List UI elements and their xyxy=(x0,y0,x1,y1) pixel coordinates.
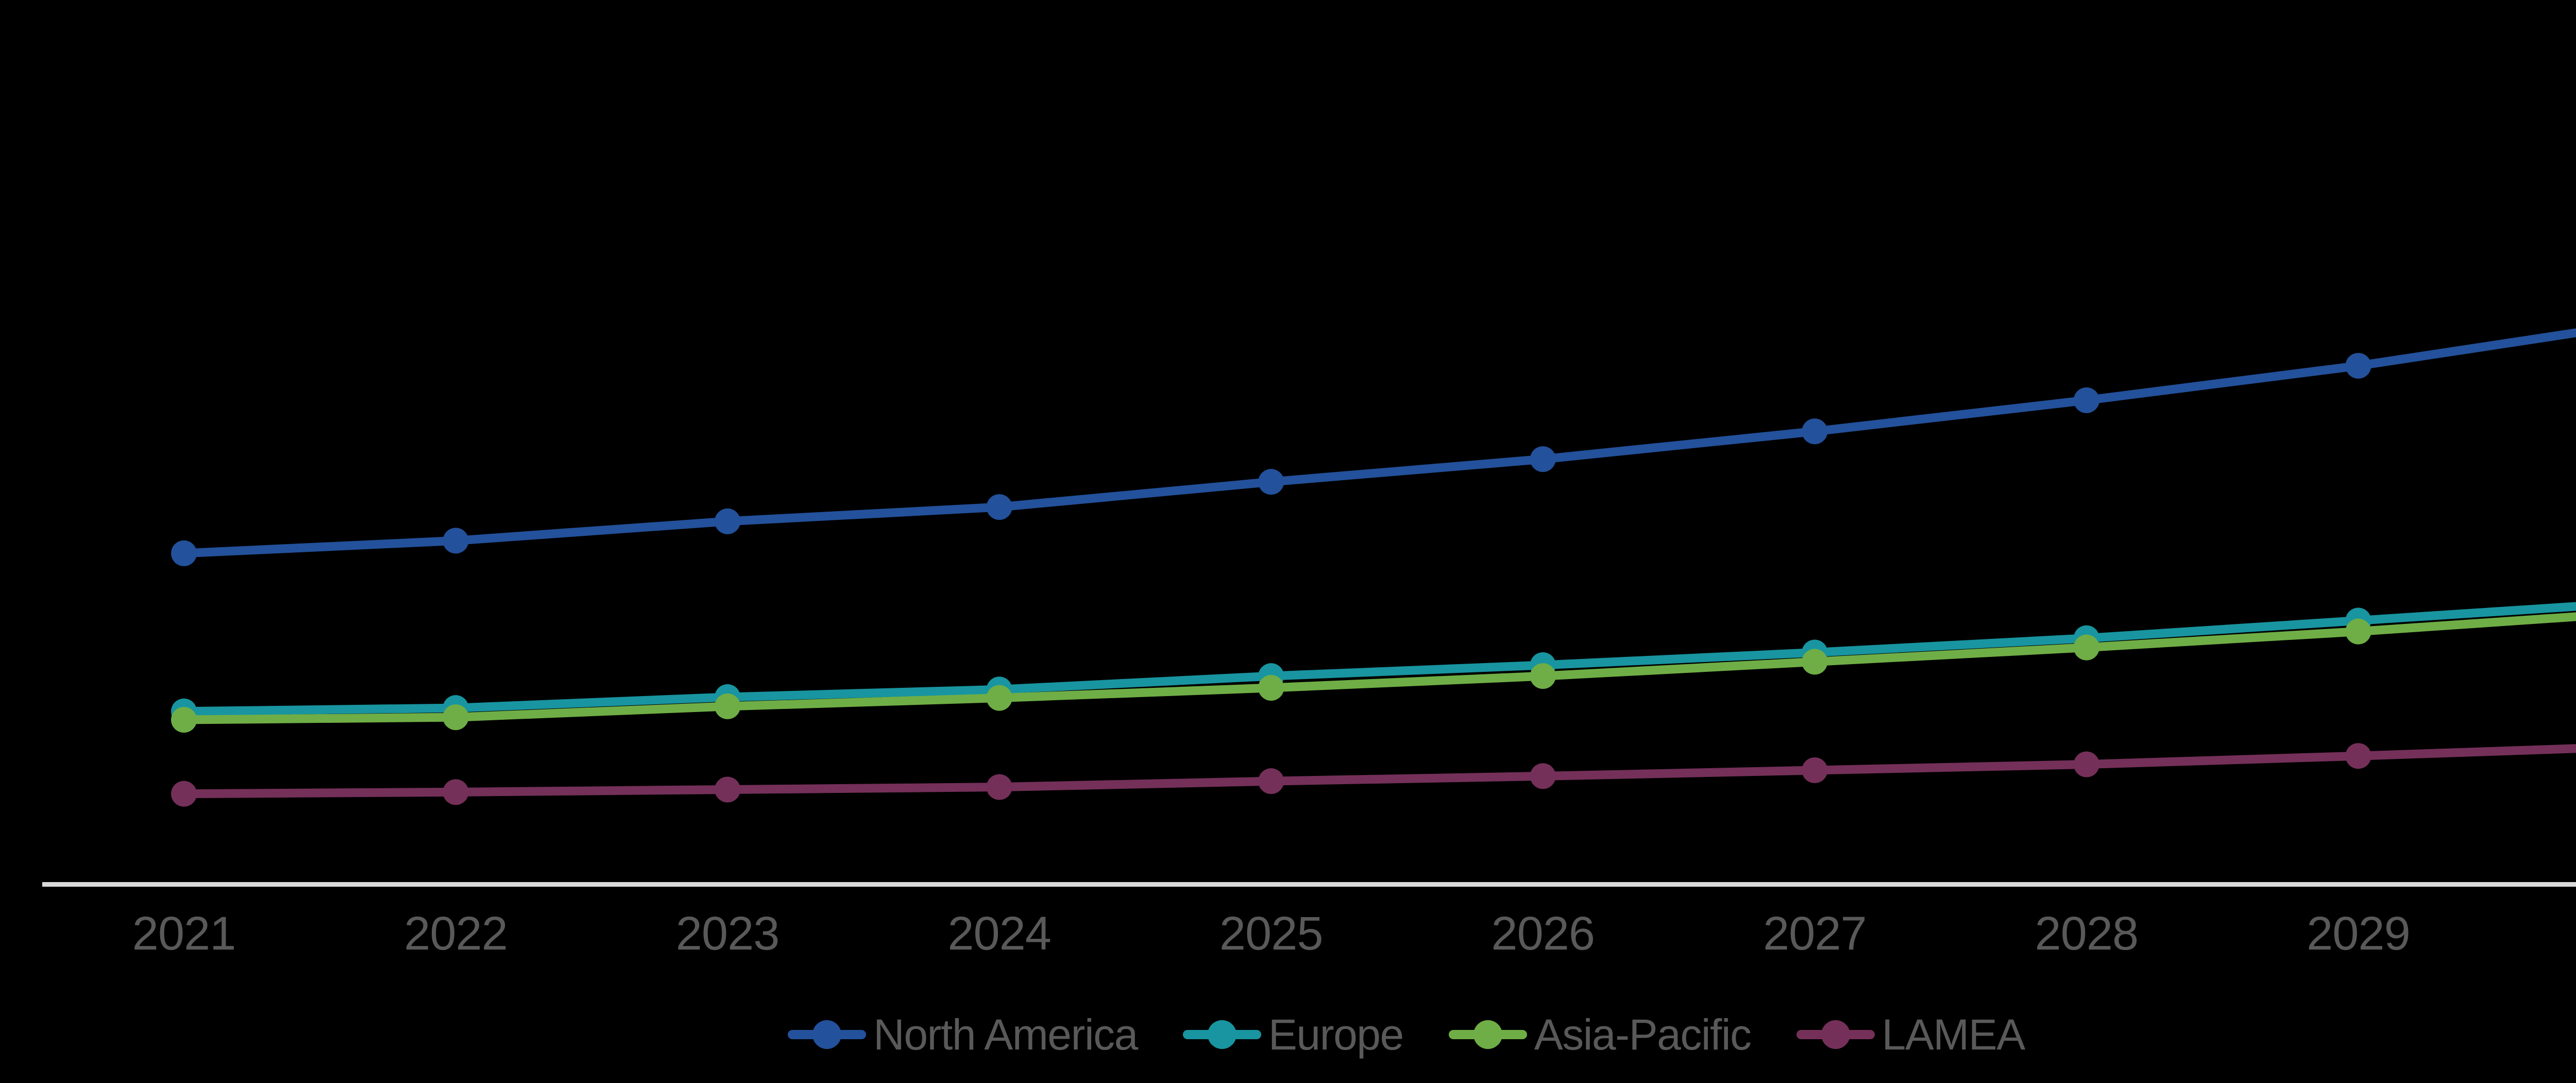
data-point-marker[interactable] xyxy=(1258,469,1284,495)
data-point-marker[interactable] xyxy=(2345,352,2371,379)
series-line xyxy=(179,602,2576,716)
series-line xyxy=(179,744,2576,799)
data-point-marker[interactable] xyxy=(2073,751,2099,777)
x-tick-label-2024: 2024 xyxy=(947,907,1052,960)
x-tick-label-2028: 2028 xyxy=(2035,907,2139,960)
x-tick-label-2027: 2027 xyxy=(1762,907,1867,960)
legend-dot xyxy=(1821,1020,1850,1049)
data-point-marker[interactable] xyxy=(443,528,469,554)
legend-marker-icon xyxy=(788,1017,867,1053)
legend-label: North America xyxy=(873,1010,1138,1059)
legend-label: Asia-Pacific xyxy=(1534,1010,1752,1059)
data-point-marker[interactable] xyxy=(1530,446,1556,472)
data-point-marker[interactable] xyxy=(443,704,469,731)
legend-label: LAMEA xyxy=(1882,1010,2026,1059)
data-point-marker[interactable] xyxy=(2073,387,2099,413)
data-point-marker[interactable] xyxy=(2073,634,2099,661)
legend-dot xyxy=(1207,1020,1236,1049)
x-axis-line xyxy=(42,882,2576,887)
x-tick-label-2022: 2022 xyxy=(404,907,508,960)
legend-label: Europe xyxy=(1268,1010,1404,1059)
legend-marker-icon xyxy=(1448,1017,1527,1053)
data-point-marker[interactable] xyxy=(715,508,741,534)
data-point-marker[interactable] xyxy=(171,707,197,733)
data-point-marker[interactable] xyxy=(1530,663,1556,689)
data-point-marker[interactable] xyxy=(171,781,197,807)
x-tick-label-2026: 2026 xyxy=(1491,907,1595,960)
legend-item-lamea[interactable]: LAMEA xyxy=(1796,1010,2026,1059)
data-point-marker[interactable] xyxy=(986,685,1012,711)
legend-dot xyxy=(812,1020,842,1049)
series-north-america xyxy=(171,328,2576,566)
x-tick-label-2023: 2023 xyxy=(675,907,780,960)
legend-item-europe[interactable]: Europe xyxy=(1182,1010,1404,1059)
data-point-marker[interactable] xyxy=(715,776,741,803)
x-tick-label-2021: 2021 xyxy=(132,907,236,960)
legend-item-asia-pacific[interactable]: Asia-Pacific xyxy=(1448,1010,1752,1059)
series-asia-pacific xyxy=(171,612,2576,733)
x-axis-tick-labels: 2021 2022 2023 2024 2025 2026 2027 2028 2029 2030 xyxy=(0,908,2576,970)
data-point-marker[interactable] xyxy=(1258,675,1284,701)
legend-item-north-america[interactable]: North America xyxy=(788,1011,1138,1058)
data-point-marker[interactable] xyxy=(443,779,469,805)
data-point-marker[interactable] xyxy=(2345,743,2371,769)
plot-area xyxy=(171,328,2576,807)
data-point-marker[interactable] xyxy=(715,693,741,719)
x-tick-label-2029: 2029 xyxy=(2307,907,2411,960)
data-point-marker[interactable] xyxy=(1802,757,1828,783)
data-point-marker[interactable] xyxy=(986,774,1012,800)
legend-marker-icon xyxy=(1182,1017,1261,1053)
x-tick-label-2030: 2030 xyxy=(2527,908,2576,959)
series-line xyxy=(179,612,2576,724)
data-point-marker[interactable] xyxy=(1258,768,1284,794)
data-point-marker[interactable] xyxy=(986,494,1012,520)
data-point-marker[interactable] xyxy=(1802,418,1828,445)
series-line xyxy=(179,328,2576,558)
data-point-marker[interactable] xyxy=(1530,763,1556,789)
data-point-marker[interactable] xyxy=(1802,649,1828,675)
series-europe xyxy=(171,602,2576,724)
series-lamea xyxy=(171,743,2576,807)
series-canvas xyxy=(171,328,2576,807)
legend-dot xyxy=(1473,1020,1502,1049)
data-point-marker[interactable] xyxy=(171,540,197,566)
legend-marker-icon xyxy=(1796,1017,1875,1053)
chart-legend: North America Europe Asia-Pacific LAMEA xyxy=(0,999,2576,1071)
x-tick-label-2025: 2025 xyxy=(1219,907,1324,960)
data-point-marker[interactable] xyxy=(2345,618,2371,645)
